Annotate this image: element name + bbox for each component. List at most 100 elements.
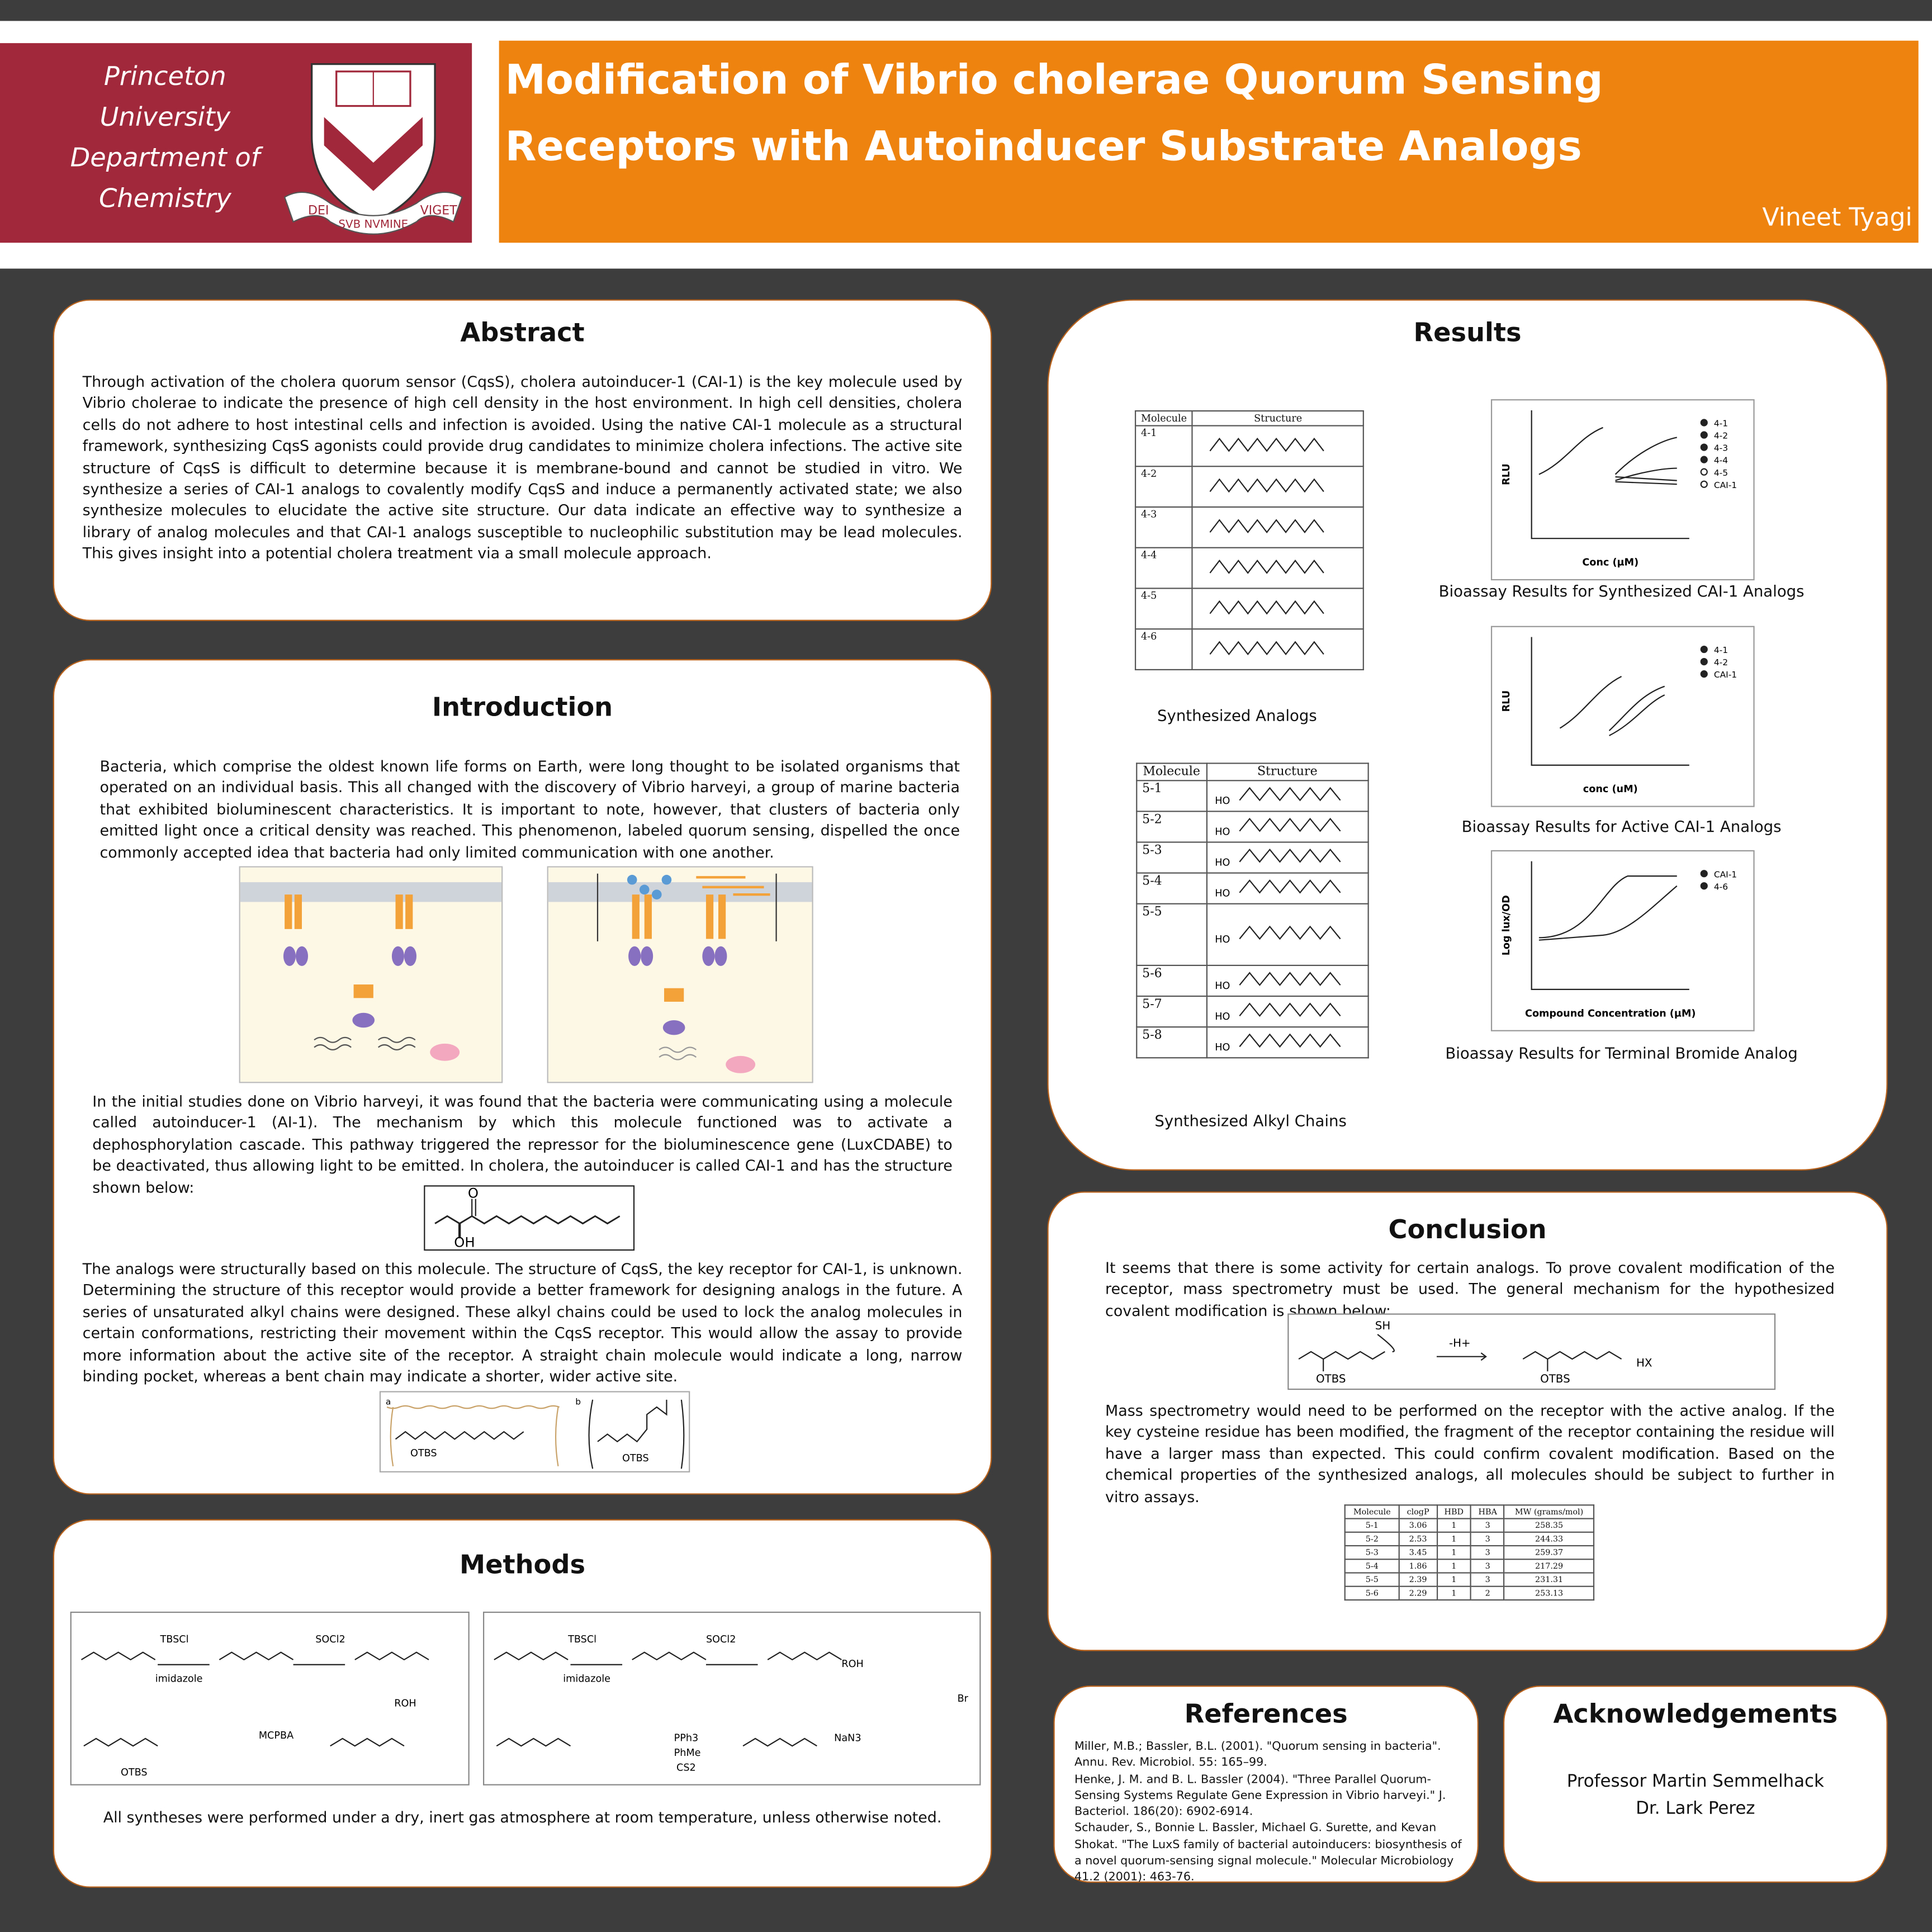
- acknowledgement: Dr. Lark Perez: [1636, 1798, 1755, 1819]
- ellipse: [352, 1012, 375, 1028]
- acknowledgement: Professor Martin Semmelhack: [1566, 1772, 1824, 1792]
- curve: [1538, 427, 1603, 475]
- group-label: HO: [1214, 826, 1229, 836]
- bond-line: [1238, 925, 1341, 940]
- structure-cell: HO: [1205, 811, 1369, 843]
- structure-drawing: HO: [1214, 972, 1341, 992]
- fig: O OH: [424, 1185, 635, 1251]
- structure-cell: HO: [1205, 964, 1369, 997]
- txt: Bacteria, which comprise the oldest know…: [100, 757, 960, 861]
- path: [386, 1405, 560, 1467]
- bond-line: [354, 1651, 429, 1661]
- txt: The analogs were structurally based on t…: [82, 1260, 963, 1385]
- circle: [651, 889, 662, 899]
- table-row: 5-2 2.53 1 3 244.33: [1344, 1531, 1595, 1547]
- chart: RLU conc (uM) 4-1 4-2 CAI-1: [1490, 626, 1755, 807]
- text: O: [468, 1187, 479, 1201]
- axis: [1531, 410, 1689, 539]
- legend-label: 4-1: [1714, 419, 1728, 429]
- txt: It seems that there is some activity for…: [1105, 1259, 1835, 1320]
- table-cell: 4-6: [1134, 628, 1194, 671]
- group-label: HO: [1214, 888, 1229, 898]
- legend-marker: [1700, 480, 1708, 488]
- bond-line: [1238, 1033, 1341, 1048]
- ellipse: [404, 946, 416, 966]
- g: [627, 874, 672, 899]
- y-axis-label: RLU: [1501, 690, 1512, 712]
- polyline: [597, 1399, 667, 1443]
- t: Molecule Structure 5-1 HO 5-2 HO 5-3 HO 5-4 HO 5-5…: [1136, 763, 1369, 1059]
- txt: All syntheses were performed under a dry…: [103, 1808, 942, 1826]
- curve: [1609, 694, 1665, 736]
- panel: Results Molecule Structure 4-1 4-2 4-3 4-4 4-5…: [1047, 299, 1888, 1171]
- bond-line: [1238, 848, 1341, 863]
- polyline: [1522, 1351, 1622, 1360]
- table-row: 5-6 HO: [1136, 964, 1369, 997]
- table-row: 4-3: [1134, 506, 1365, 548]
- path: [588, 1399, 685, 1469]
- svg: O OH: [434, 1185, 621, 1251]
- table-header-cell: Molecule: [1136, 763, 1208, 782]
- ellipse: [726, 1055, 756, 1073]
- bond-line: [1210, 641, 1325, 656]
- structure-drawing: HO: [1214, 848, 1341, 868]
- rect: [240, 882, 502, 902]
- y-axis-label: Log lux/OD: [1501, 895, 1512, 955]
- path: [659, 1046, 697, 1060]
- g: [628, 946, 727, 1035]
- fig: TBSCl imidazole SOCl2 ROH MCPBA OTBS: [70, 1611, 470, 1786]
- panel: Methods TBSCl imidazole SOCl2 ROH MCPBA OTBS …: [53, 1519, 992, 1888]
- text: -H+: [1449, 1337, 1471, 1349]
- table-cell: 231.31: [1504, 1572, 1595, 1587]
- table-cell: 5-6: [1344, 1585, 1400, 1601]
- rect: [718, 894, 726, 939]
- ellipse: [714, 946, 727, 966]
- motto0: DEI: [308, 204, 329, 218]
- table-row: 5-8 HO: [1136, 1026, 1369, 1059]
- orange: [499, 40, 1919, 243]
- reagent-label: OTBS: [121, 1767, 148, 1778]
- bond-line: [742, 1737, 817, 1747]
- txt: Through activation of the cholera quorum…: [82, 373, 963, 562]
- crest: DEI SVB NVMINE VIGET: [283, 63, 463, 235]
- reagent-label: ROH: [394, 1698, 416, 1710]
- heading: Introduction: [432, 692, 613, 722]
- table-cell: 4-1: [1134, 425, 1194, 467]
- reagent-label: MCPBA: [259, 1730, 293, 1741]
- heading: Methods: [460, 1550, 586, 1580]
- table-row: 5-6 2.29 1 2 253.13: [1344, 1585, 1595, 1601]
- legend-label: 4-4: [1714, 456, 1728, 466]
- g: [285, 894, 413, 929]
- legend-label: 4-6: [1714, 882, 1728, 892]
- scheme-left: TBSCl imidazole SOCl2 ROH MCPBA OTBS: [80, 1634, 429, 1778]
- table-row: 5-1 HO: [1136, 780, 1369, 812]
- structure-cell: HO: [1205, 780, 1369, 812]
- curve: [1608, 685, 1665, 731]
- institution-line: Princeton: [103, 61, 226, 92]
- text: OTBS: [1316, 1372, 1346, 1385]
- bond-line: [83, 1737, 158, 1747]
- structure-drawing: HO: [1214, 879, 1341, 899]
- bond-line: [1210, 560, 1325, 574]
- structure-drawing: [1210, 641, 1325, 656]
- path: [314, 1036, 416, 1050]
- table-header-cell: MW (grams/mol): [1504, 1504, 1595, 1519]
- bond-line: [632, 1651, 707, 1661]
- table-cell: 2: [1470, 1585, 1505, 1601]
- structure-cell: [1191, 628, 1365, 671]
- table-cell: 5-4: [1136, 872, 1208, 905]
- polyline: [395, 1431, 524, 1440]
- reagent-label: SOCl2: [706, 1634, 736, 1645]
- chart-svg: Log lux/OD Compound Concentration (µM) CAI…: [1501, 861, 1737, 1019]
- reagent-label: PPh3: [674, 1732, 699, 1744]
- table-row: 5-7 HO: [1136, 995, 1369, 1028]
- curve: [1614, 437, 1677, 475]
- table-cell: 5-2: [1136, 811, 1208, 843]
- structure-drawing: HO: [1214, 817, 1341, 837]
- table-row: 5-4 HO: [1136, 872, 1369, 905]
- structure-drawing: HO: [1214, 1002, 1341, 1022]
- table-row: 4-4: [1134, 547, 1365, 589]
- bond-line: [1238, 817, 1341, 832]
- legend-marker: [1700, 431, 1708, 439]
